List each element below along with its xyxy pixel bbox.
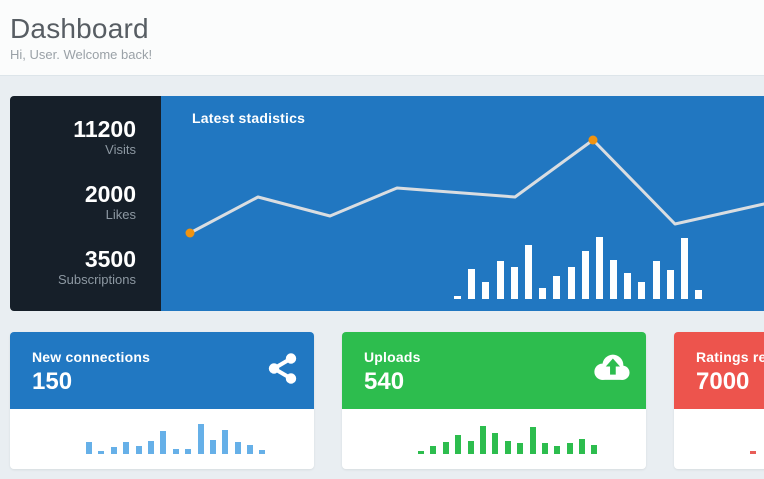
latest-statistics-panel: Latest stadistics — [161, 96, 764, 311]
card-uploads: Uploads 540 — [342, 332, 646, 469]
card-new-connections: New connections 150 — [10, 332, 314, 469]
card-value: 150 — [32, 368, 73, 395]
stats-summary-panel: 11200 Visits 2000 Likes 3500 Subscriptio… — [10, 96, 161, 311]
stat-value: 2000 — [84, 181, 136, 207]
card-header: New connections 150 — [10, 332, 314, 409]
card-value: 7000 — [696, 368, 750, 395]
stat-subscriptions: 3500 Subscriptions — [10, 246, 136, 288]
stat-label: Visits — [105, 142, 136, 157]
card-body — [342, 409, 646, 469]
uploads-sparkline — [418, 426, 598, 454]
card-body — [674, 409, 764, 469]
page-subtitle: Hi, User. Welcome back! — [10, 47, 153, 62]
card-label: Uploads — [364, 349, 421, 365]
chart-title: Latest stadistics — [192, 110, 306, 126]
stat-likes: 2000 Likes — [10, 181, 136, 223]
cloud-upload-icon — [592, 352, 630, 382]
ratings-sparkline — [750, 451, 756, 454]
page-header: Dashboard Hi, User. Welcome back! — [0, 0, 764, 76]
card-label: New connections — [32, 349, 151, 365]
share-icon — [267, 352, 298, 385]
stat-visits: 11200 Visits — [10, 116, 136, 158]
statistics-line-chart — [185, 135, 764, 238]
stat-value: 11200 — [73, 116, 136, 142]
card-value: 540 — [364, 368, 405, 395]
card-header: Uploads 540 — [342, 332, 646, 409]
card-ratings-received: Ratings received 7000 — [674, 332, 764, 469]
new-connections-sparkline — [86, 424, 266, 454]
card-label: Ratings received — [696, 349, 764, 365]
stat-value: 3500 — [84, 246, 136, 272]
stat-label: Likes — [105, 207, 136, 222]
card-header: Ratings received 7000 — [674, 332, 764, 409]
card-body — [10, 409, 314, 469]
page-title: Dashboard — [10, 13, 149, 44]
statistics-bar-chart — [454, 237, 703, 299]
stat-label: Subscriptions — [57, 272, 136, 287]
